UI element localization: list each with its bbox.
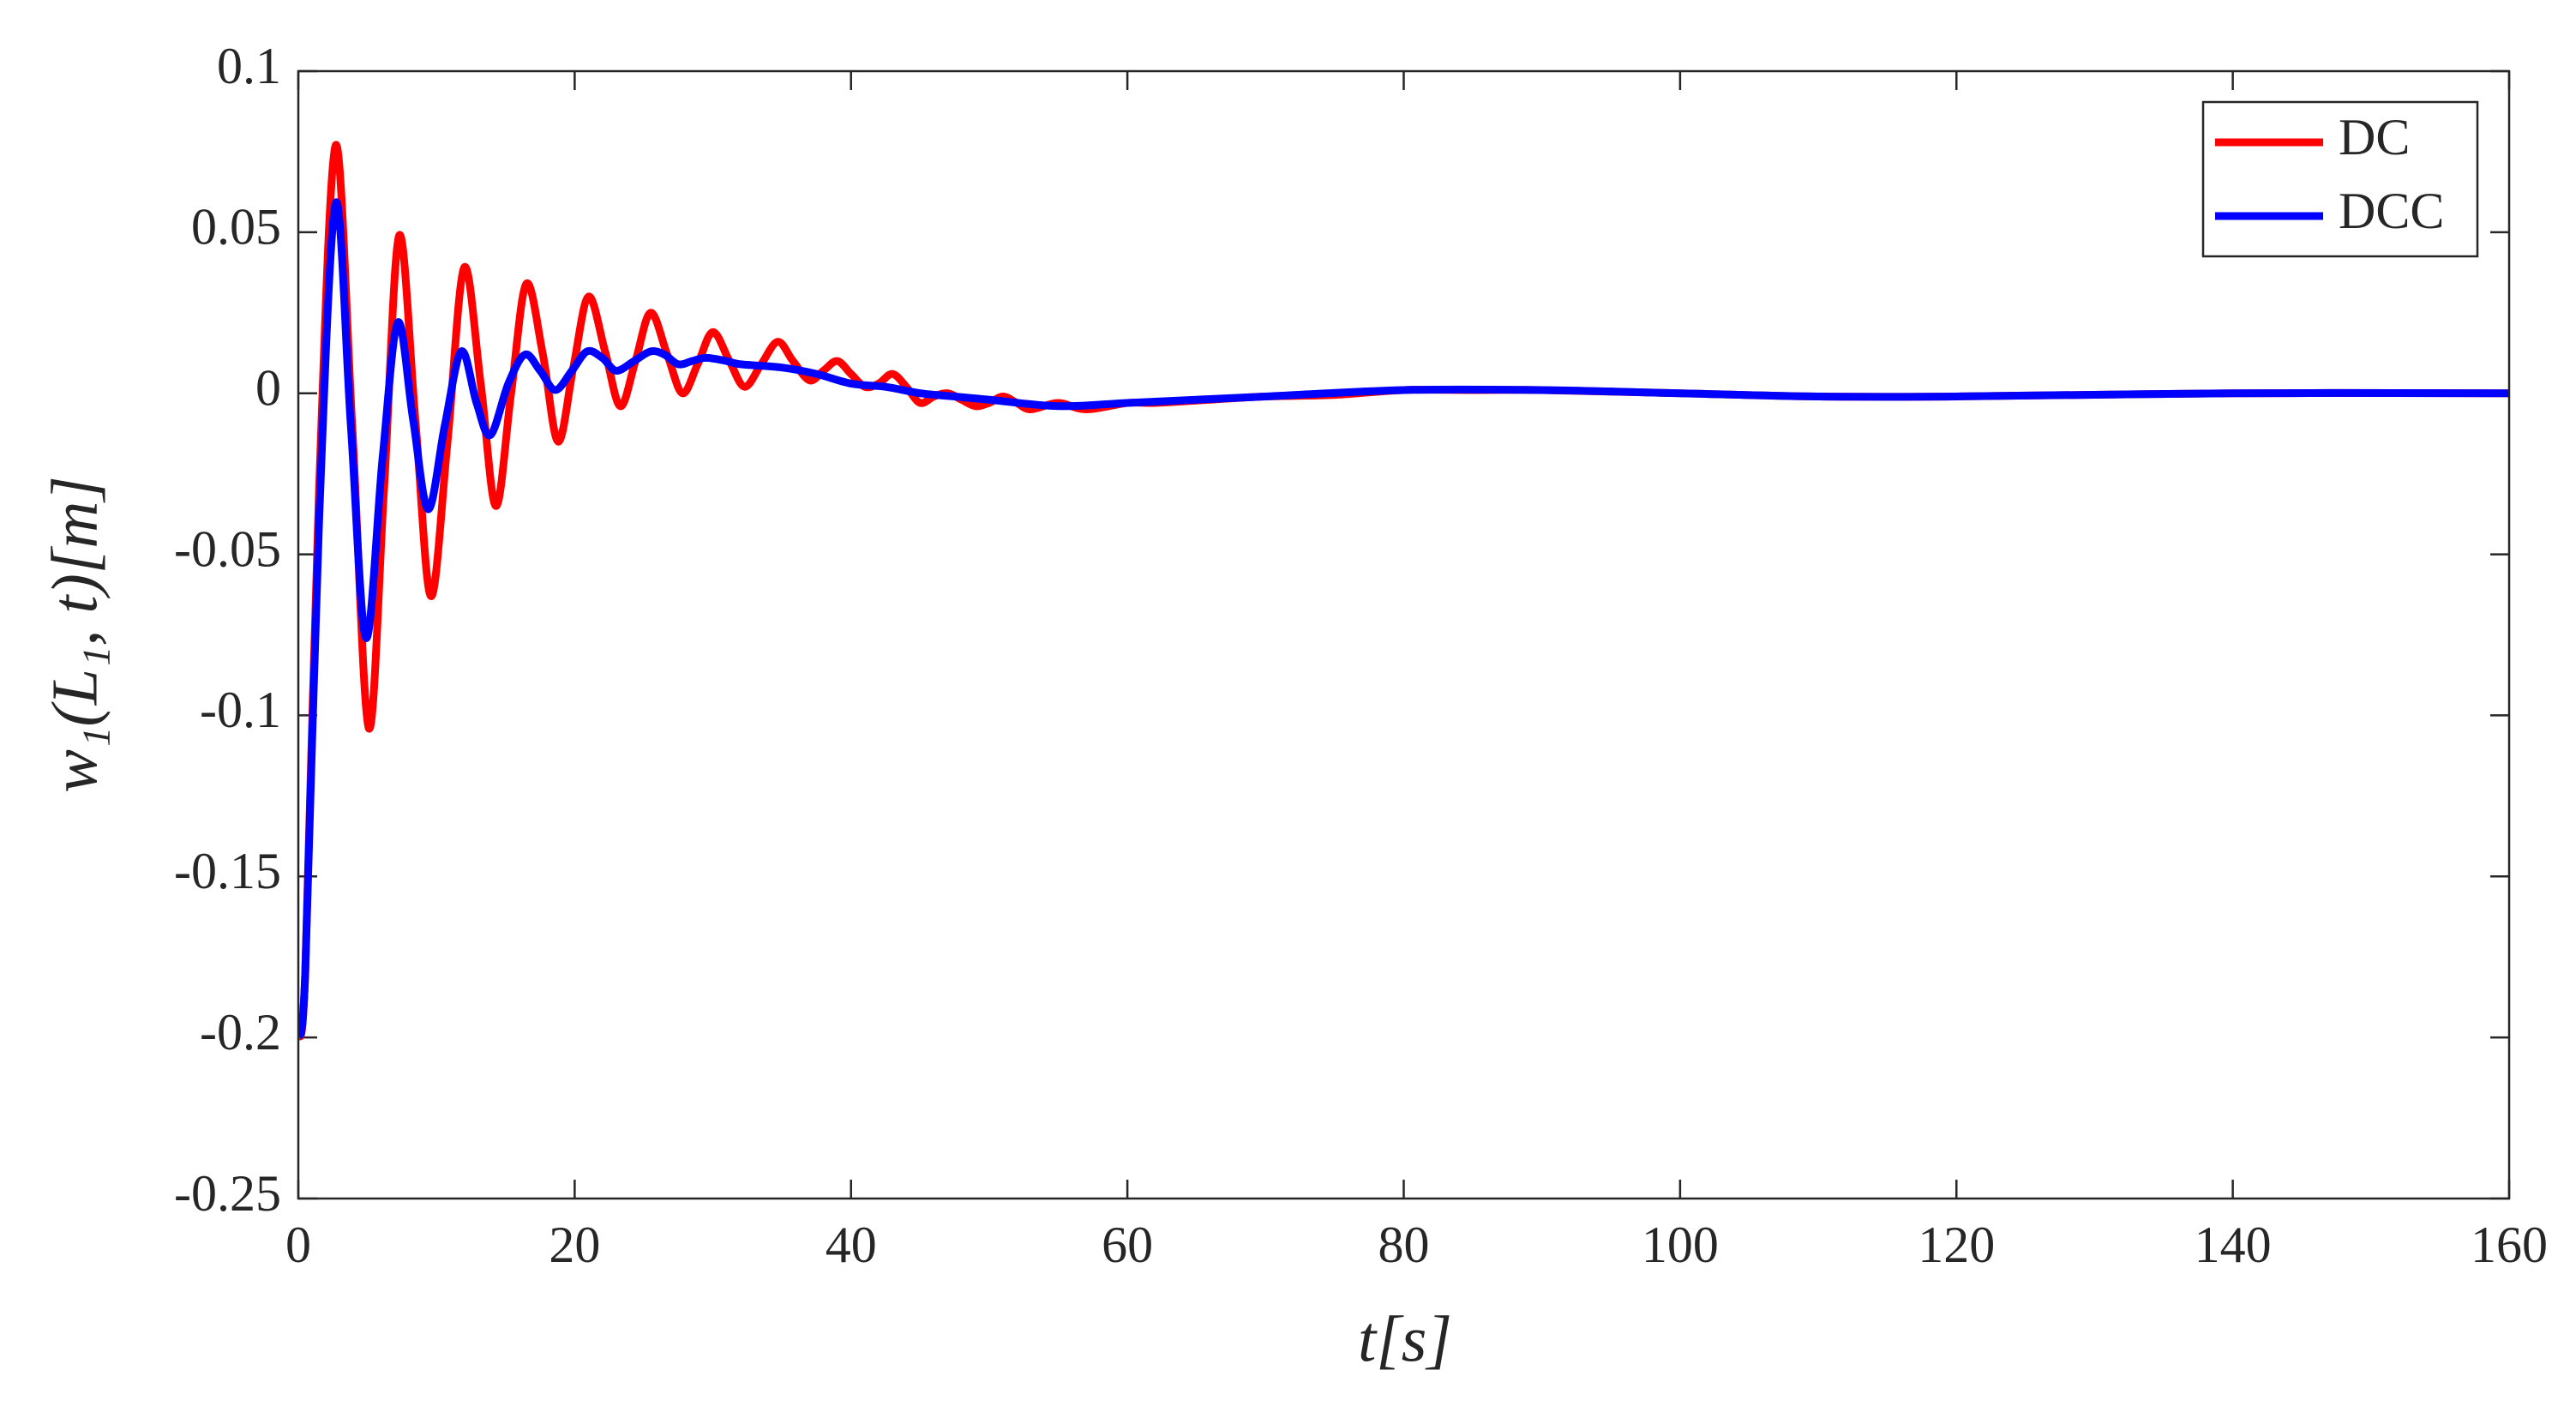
y-tick-label: -0.2	[200, 1004, 281, 1061]
y-tick-label: 0	[255, 359, 281, 416]
x-tick-label: 100	[1642, 1217, 1719, 1273]
y-tick-label: -0.05	[174, 520, 281, 577]
y-tick-label: 0.05	[191, 199, 281, 255]
x-tick-label: 60	[1102, 1217, 1153, 1273]
x-tick-label: 0	[285, 1217, 311, 1273]
line-series	[298, 198, 2509, 1039]
x-tick-label: 160	[2471, 1217, 2548, 1273]
x-tick-label: 40	[826, 1217, 877, 1273]
legend-label: DC	[2339, 109, 2410, 165]
x-tick-label: 120	[1918, 1217, 1995, 1273]
x-tick-label: 80	[1378, 1217, 1430, 1273]
y-tick-label: -0.25	[174, 1165, 281, 1222]
y-tick-label: 0.1	[217, 38, 281, 94]
y-tick-label: -0.1	[200, 682, 281, 738]
x-tick-label: 140	[2195, 1217, 2272, 1273]
legend-box	[2201, 100, 2479, 258]
x-axis-label: t[s]	[1358, 1303, 1452, 1375]
x-tick-label: 20	[549, 1217, 600, 1273]
legend-label: DCC	[2339, 183, 2444, 239]
plot-frame	[297, 69, 2511, 1200]
y-axis-label: w₁(L₁, t)[m]	[39, 476, 111, 793]
y-tick-label: -0.15	[174, 843, 281, 899]
